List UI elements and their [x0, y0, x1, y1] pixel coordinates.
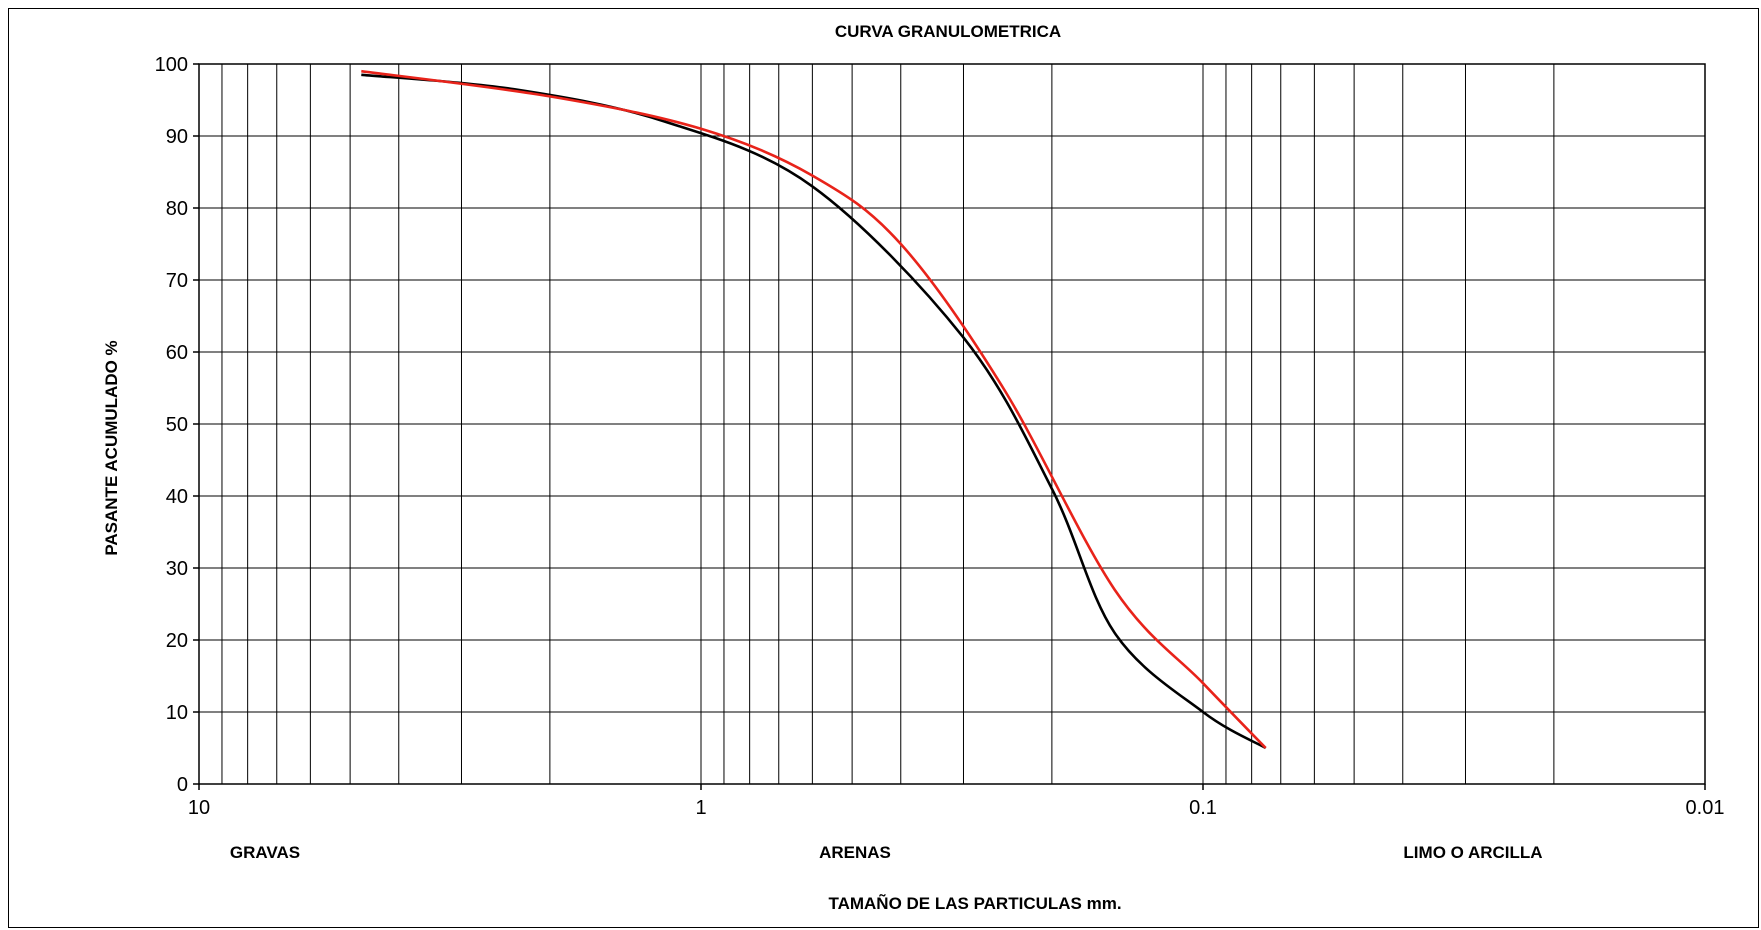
grid-layer [198, 63, 1706, 785]
series-line-1 [361, 73, 1267, 750]
y-tick-label: 100 [155, 54, 188, 76]
y-tick-label: 90 [166, 126, 188, 148]
x-tick-label: 1 [695, 797, 706, 819]
y-tick-label: 10 [166, 702, 188, 724]
y-tick-label: 80 [166, 198, 188, 220]
series-line-2 [361, 69, 1267, 749]
y-tick-label: 0 [177, 774, 188, 796]
y-tick-label: 50 [166, 414, 188, 436]
y-tick-label: 40 [166, 486, 188, 508]
zone-label-gravas: GRAVAS [230, 843, 300, 862]
y-tick-label: 60 [166, 342, 188, 364]
y-tick-label: 20 [166, 630, 188, 652]
x-tick-label: 0.01 [1686, 797, 1725, 819]
y-tick-label: 70 [166, 270, 188, 292]
x-tick-label: 0.1 [1189, 797, 1217, 819]
x-axis-label: TAMAÑO DE LAS PARTICULAS mm. [828, 893, 1121, 913]
zone-label-arenas: ARENAS [819, 843, 891, 862]
y-tick-label: 30 [166, 558, 188, 580]
y-axis-label: PASANTE ACUMULADO % [102, 340, 121, 555]
x-tick-label: 10 [188, 797, 210, 819]
zone-label-limo-arcilla: LIMO O ARCILLA [1403, 843, 1542, 862]
chart-frame [8, 8, 1759, 928]
chart-title: CURVA GRANULOMETRICA [835, 22, 1061, 41]
series-layer [361, 69, 1267, 750]
